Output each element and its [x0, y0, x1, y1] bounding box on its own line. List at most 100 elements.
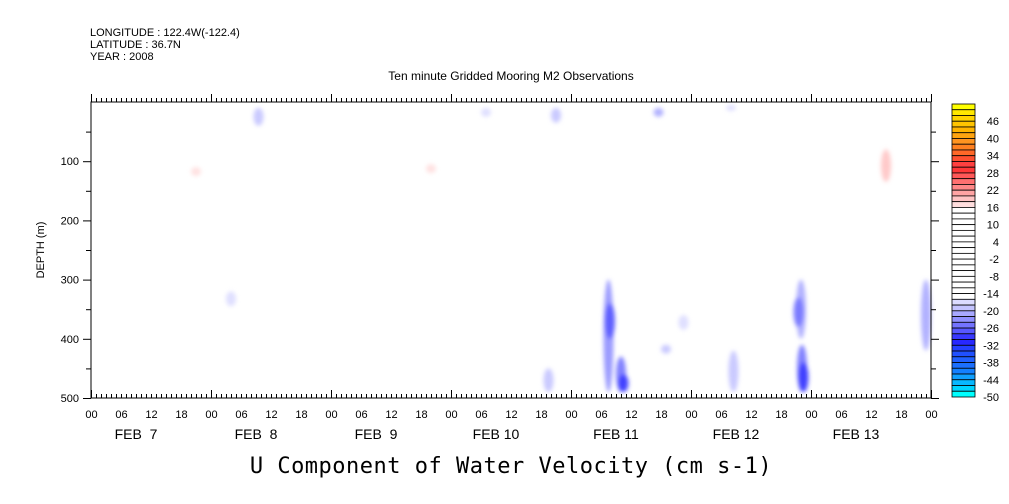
colorbar-label: -14: [983, 289, 999, 301]
x-day-label: FEB 10: [473, 426, 520, 442]
colorbar-swatch: [951, 327, 976, 335]
x-hour-label: 18: [415, 409, 427, 421]
colorbar-swatch: [951, 235, 976, 243]
x-hour-label: 00: [805, 409, 817, 421]
colorbar-swatch: [951, 362, 976, 369]
colorbar-swatch: [951, 201, 976, 208]
colorbar-label: 16: [987, 202, 999, 214]
colorbar-swatch: [951, 212, 976, 220]
x-hour-label: 00: [445, 409, 457, 421]
x-hour-label: 06: [235, 409, 247, 421]
x-day-label: FEB 13: [833, 426, 880, 442]
colorbar-swatch: [951, 189, 976, 197]
colorbar-swatch: [951, 287, 976, 294]
x-hour-label: 18: [895, 409, 907, 421]
colorbar-swatch: [951, 385, 976, 392]
x-hour-label: 12: [265, 409, 277, 421]
y-tick-label: 400: [61, 334, 79, 346]
colorbar-swatch: [951, 356, 976, 363]
x-day-label: FEB 9: [355, 426, 398, 442]
y-tick-label: 100: [61, 156, 79, 168]
colorbar-label: -26: [983, 323, 999, 335]
colorbar-swatch: [951, 241, 976, 249]
velocity-contour-region: [793, 297, 804, 327]
colorbar-label: 46: [987, 116, 999, 128]
colorbar-label: 22: [987, 185, 999, 197]
colorbar-swatch: [951, 379, 976, 386]
colorbar-label: -2: [989, 254, 999, 266]
colorbar-swatch: [951, 195, 976, 203]
x-hour-label: 12: [625, 409, 637, 421]
colorbar-swatch: [951, 149, 976, 157]
x-hour-label: 06: [835, 409, 847, 421]
colorbar-swatch: [951, 207, 976, 214]
x-hour-label: 18: [535, 409, 547, 421]
x-hour-label: 06: [115, 409, 127, 421]
x-hour-label: 06: [715, 409, 727, 421]
velocity-contour-region: [798, 362, 809, 393]
colorbar-label: 10: [987, 220, 999, 232]
colorbar-swatch: [951, 321, 976, 329]
colorbar-swatch: [951, 172, 976, 180]
colorbar-swatch: [951, 120, 976, 128]
colorbar-swatch: [951, 373, 976, 381]
x-hour-label: 18: [175, 409, 187, 421]
colorbar-swatch: [951, 109, 976, 116]
x-hour-label: 12: [745, 409, 757, 421]
x-hour-label: 00: [85, 409, 97, 421]
x-hour-label: 00: [925, 409, 937, 421]
colorbar-label: -8: [989, 271, 999, 283]
year-label: YEAR : 2008: [90, 51, 154, 63]
colorbar-swatch: [951, 138, 976, 145]
colorbar-swatch: [951, 184, 976, 191]
colorbar-swatch: [951, 103, 976, 111]
colorbar-swatch: [951, 310, 976, 317]
colorbar-swatch: [951, 316, 976, 323]
chart-title: Ten minute Gridded Mooring M2 Observatio…: [388, 69, 634, 83]
colorbar-swatch: [951, 304, 976, 312]
x-axis-title: U Component of Water Velocity (cm s-1): [249, 454, 773, 479]
velocity-contour-region: [618, 374, 629, 393]
x-hour-label: 18: [775, 409, 787, 421]
velocity-contour-region: [728, 350, 739, 393]
colorbar-label: -44: [983, 375, 999, 387]
x-hour-label: 00: [325, 409, 337, 421]
colorbar-label: 28: [987, 168, 999, 180]
colorbar-swatch: [951, 132, 976, 139]
y-tick-label: 500: [61, 393, 79, 405]
velocity-contour-region: [605, 303, 615, 339]
x-hour-label: 18: [295, 409, 307, 421]
colorbar-swatch: [951, 264, 976, 272]
x-hour-label: 06: [475, 409, 487, 421]
colorbar-swatch: [951, 270, 976, 277]
x-hour-label: 12: [865, 409, 877, 421]
velocity-contour-region: [226, 291, 236, 307]
y-tick-label: 300: [61, 275, 79, 287]
velocity-contour-region: [653, 107, 664, 117]
colorbar-swatch: [951, 350, 976, 358]
colorbar-swatch: [951, 229, 976, 237]
y-axis-title: DEPTH (m): [35, 222, 47, 279]
colorbar-swatch: [951, 178, 976, 185]
velocity-contour-region: [881, 149, 891, 182]
x-hour-label: 06: [355, 409, 367, 421]
colorbar-label: 4: [993, 237, 999, 249]
colorbar-swatch: [951, 252, 976, 260]
colorbar-swatch: [951, 390, 976, 398]
colorbar-swatch: [951, 155, 976, 162]
x-day-label: FEB 8: [235, 426, 278, 442]
colorbar-swatch: [951, 143, 976, 151]
x-hour-label: 12: [385, 409, 397, 421]
velocity-contour-region: [543, 368, 554, 393]
colorbar-label: -32: [983, 340, 999, 352]
velocity-contour-region: [726, 104, 736, 111]
velocity-contour-region: [678, 315, 689, 330]
velocity-contour-region: [191, 167, 201, 176]
x-hour-label: 18: [655, 409, 667, 421]
colorbar-swatch: [951, 218, 976, 226]
colorbar-swatch: [951, 298, 976, 306]
colorbar-swatch: [951, 333, 976, 340]
colorbar-label: 40: [987, 133, 999, 145]
colorbar-swatch: [951, 367, 976, 375]
